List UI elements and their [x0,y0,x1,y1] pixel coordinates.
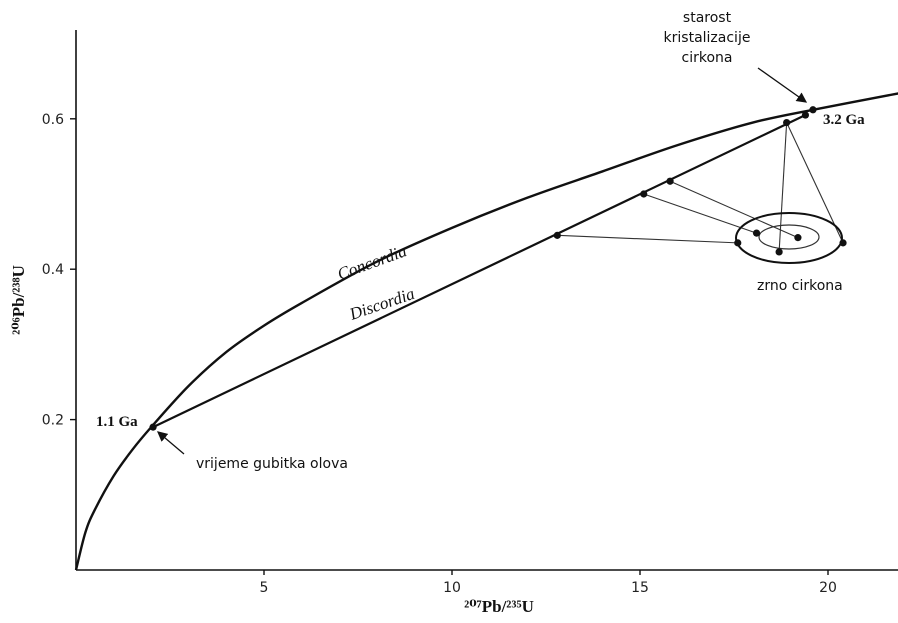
annot-low-text: vrijeme gubitka olova [196,456,348,472]
x-axis-title: ²⁰⁷Pb/²³⁵U [464,597,534,616]
x-tick-label: 15 [631,580,649,596]
annot-low-arrow [157,431,185,455]
zircon-grain-outer [735,212,843,264]
data-point [809,106,817,114]
tick-group: 5 10 15 20 0.2 0.4 0.6 [42,112,837,596]
concordia-label: Concordia [335,241,409,284]
data-point [775,248,783,256]
data-points [149,106,847,431]
x-tick-label: 10 [443,580,461,596]
grain-connector [669,180,799,239]
y-tick-label: 0.6 [42,112,64,128]
data-point [734,239,742,247]
data-point [553,231,561,239]
age-label-low: 1.1 Ga [96,414,138,430]
annot-grain-text: zrno cirkona [757,278,843,294]
x-tick-label: 5 [260,580,269,596]
data-point [801,111,810,119]
annot-high-line-3: cirkona [682,50,733,66]
age-label-high: 3.2 Ga [823,112,865,128]
discordia-line [152,114,806,429]
grain-connector [643,193,757,234]
data-point [752,229,761,237]
data-point [783,118,791,127]
grain-connector [557,234,738,244]
data-point [640,190,648,198]
concordia-curve [74,92,898,571]
annot-high-line-2: kristalizacije [664,30,751,46]
x-tick-label: 20 [819,580,837,596]
data-point [839,239,847,247]
annot-high-arrow [757,67,808,103]
grain-connector [786,122,844,244]
y-tick-label: 0.4 [42,262,64,278]
y-axis-title: ²⁰⁶Pb/²³⁸U [9,265,28,335]
data-point [794,234,802,242]
data-point [666,177,674,185]
grain-connector-lines [557,122,844,252]
data-point [149,423,157,431]
zircon-grain-inner [758,224,820,250]
annot-high-line-1: starost [683,10,732,26]
y-tick-label: 0.2 [42,413,64,429]
